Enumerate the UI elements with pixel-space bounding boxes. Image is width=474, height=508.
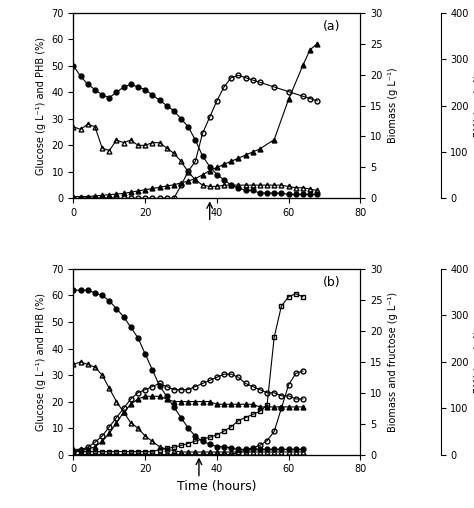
Text: (a): (a): [323, 20, 340, 33]
X-axis label: Time (hours): Time (hours): [177, 480, 256, 493]
Y-axis label: Glucose (g L⁻¹) and PHB (%): Glucose (g L⁻¹) and PHB (%): [36, 293, 46, 431]
Text: (b): (b): [323, 276, 341, 290]
Y-axis label: Biomass and fructose (g L⁻¹): Biomass and fructose (g L⁻¹): [388, 292, 398, 432]
Y-axis label: Biomass (g L⁻¹): Biomass (g L⁻¹): [388, 68, 398, 143]
Y-axis label: Glucose (g L⁻¹) and PHB (%): Glucose (g L⁻¹) and PHB (%): [36, 37, 46, 175]
